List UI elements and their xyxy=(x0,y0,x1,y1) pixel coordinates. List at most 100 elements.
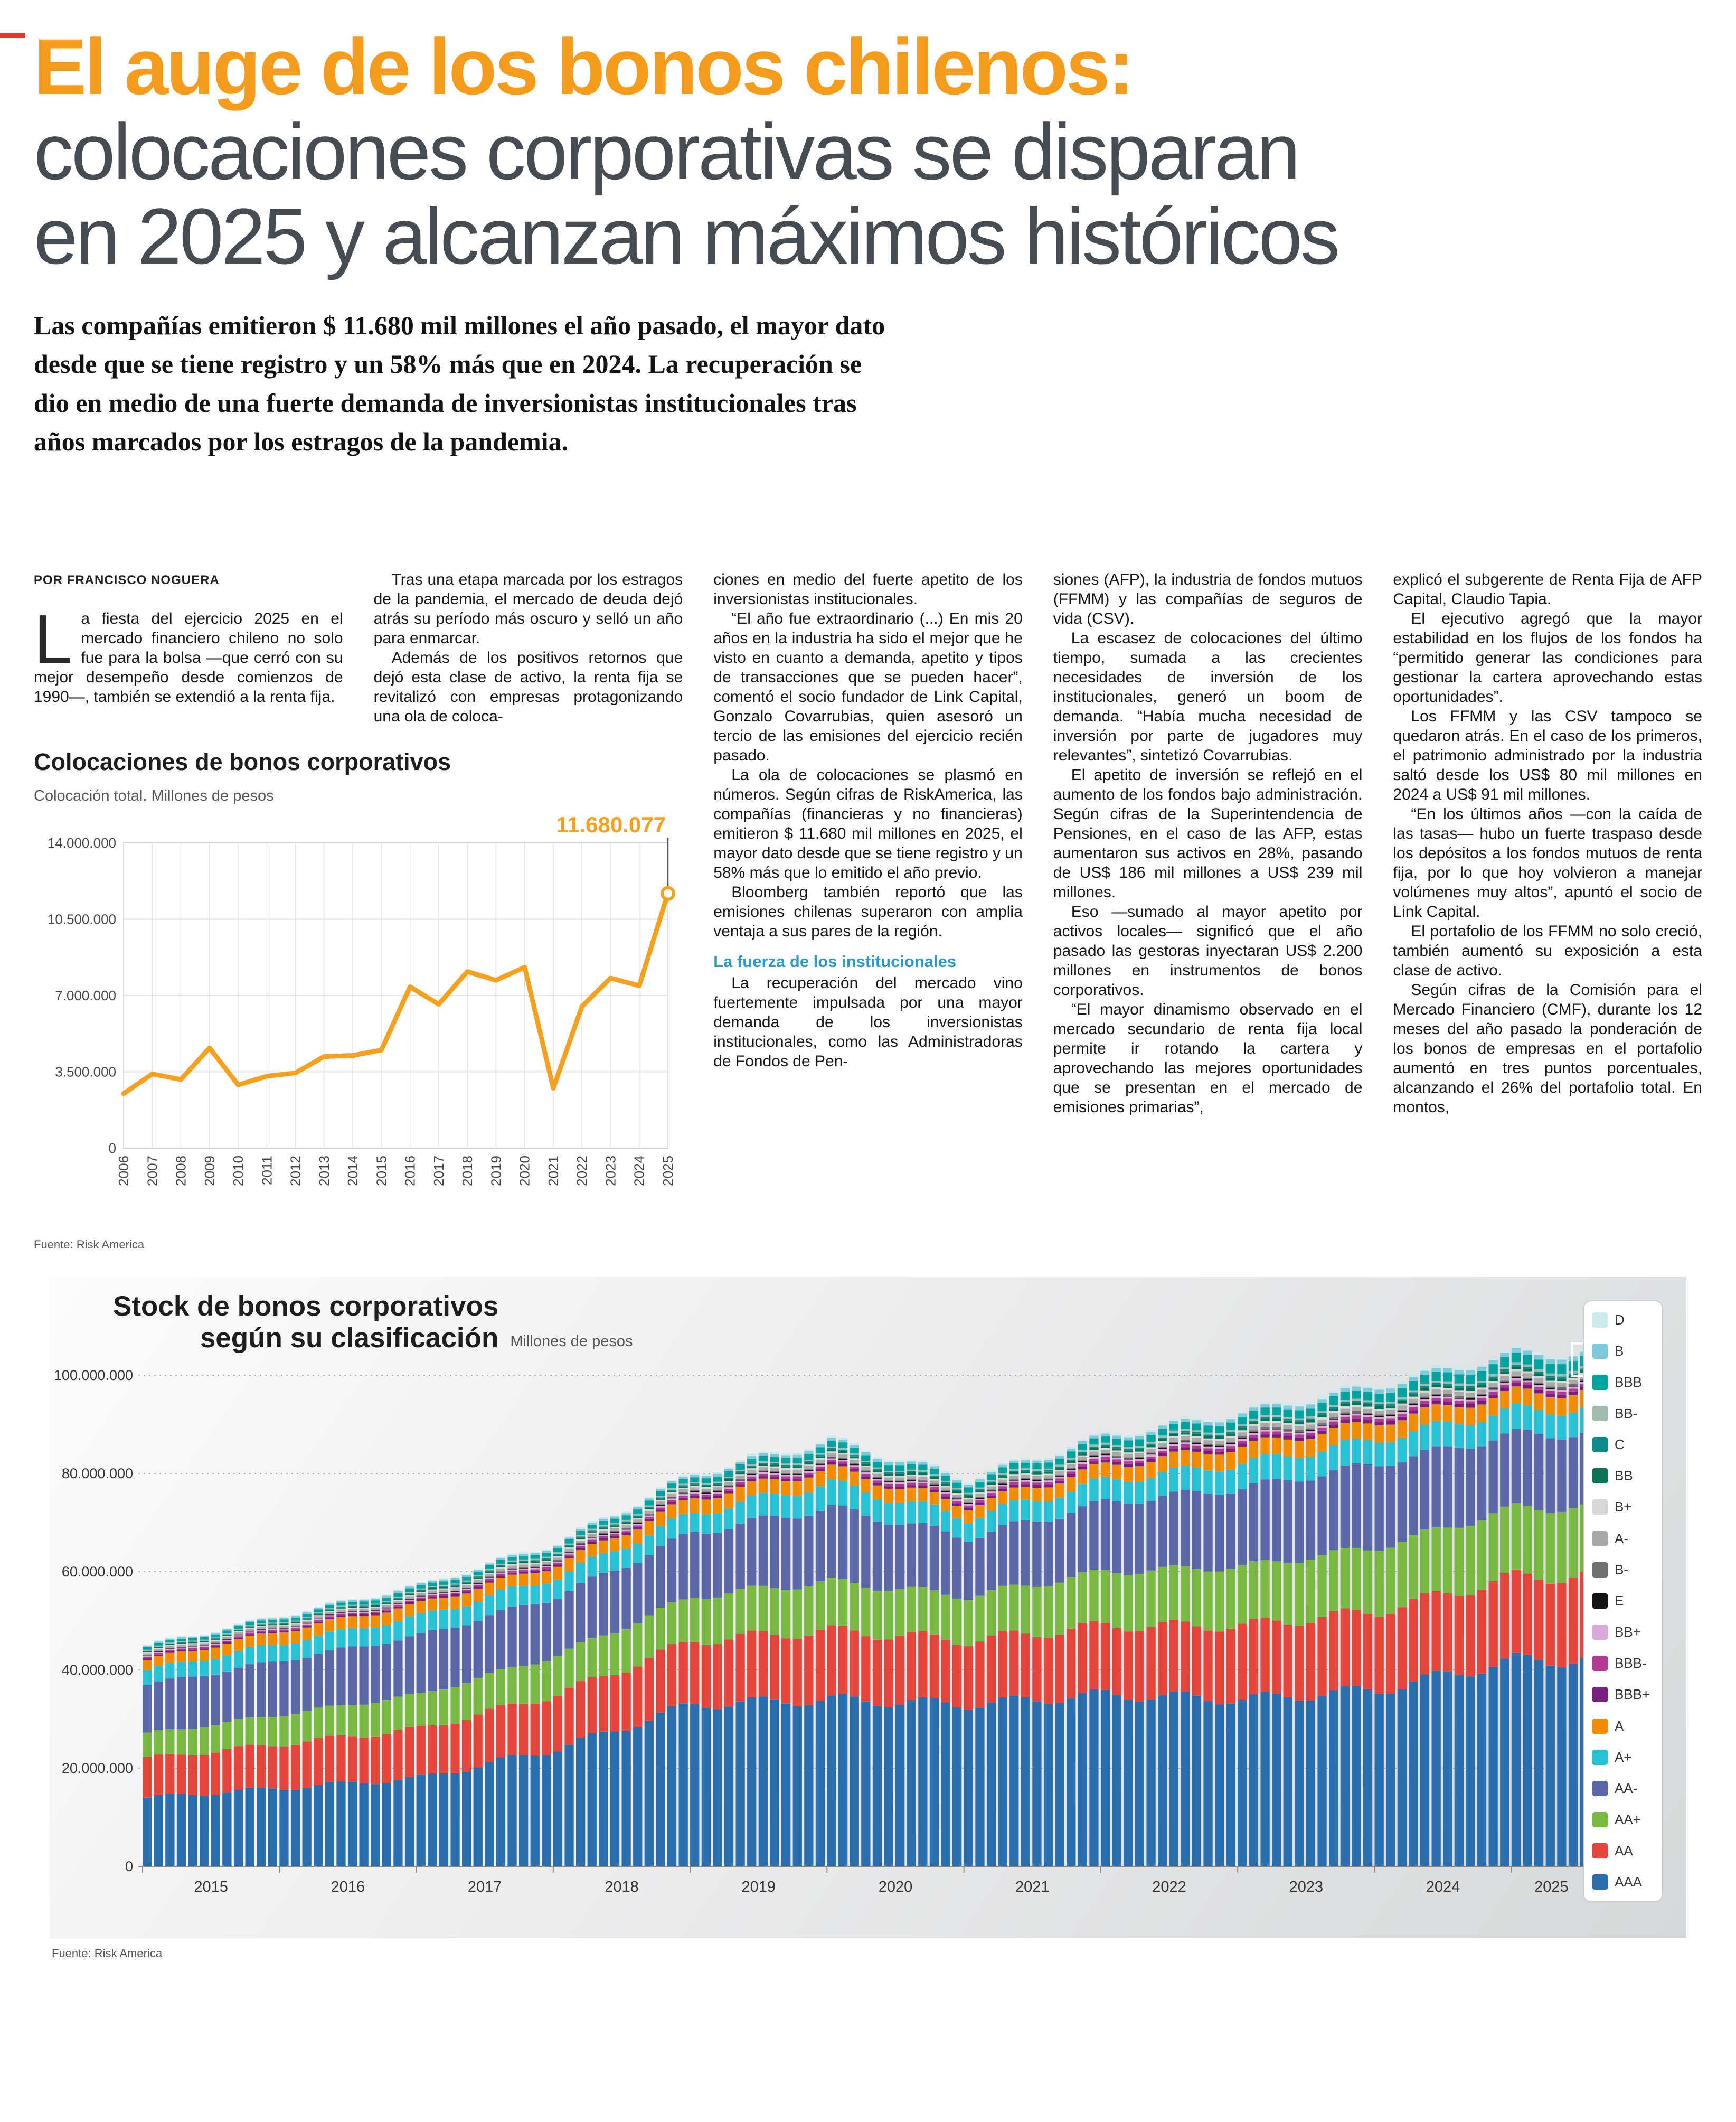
x-tick-label: 2009 xyxy=(202,1156,218,1186)
legend-item-bb: BB xyxy=(1584,1468,1662,1484)
legend-swatch-icon xyxy=(1592,1656,1608,1672)
legend-label: BBB- xyxy=(1615,1655,1647,1672)
y-tick-label: 0 xyxy=(125,1858,133,1874)
legend-item-bbb: BBB xyxy=(1584,1374,1662,1391)
y-tick-label: 7.000.000 xyxy=(55,988,116,1003)
stacked-bar-chart-svg: 0 20.000.000 40.000.000 60.000.000 80.000.00… xyxy=(54,1301,1652,1902)
legend-label: BB xyxy=(1615,1468,1633,1484)
legend-label: AA+ xyxy=(1615,1811,1641,1827)
x-tick-label: 2020 xyxy=(517,1156,533,1186)
legend-item-c: C xyxy=(1584,1436,1662,1453)
body-paragraph: ciones en medio del fuerte apetito de lo… xyxy=(713,570,1023,608)
line-chart-svg: 0 3.500.000 7.000.000 10.500.000 14.000.000 2… xyxy=(48,812,676,1186)
x-year-label: 2020 xyxy=(879,1879,913,1895)
legend-item-d: D xyxy=(1584,1312,1662,1328)
stacked-bar-chart-panel: 0 20.000.000 40.000.000 60.000.000 80.000.00… xyxy=(50,1276,1686,1938)
x-tick-label: 2006 xyxy=(116,1156,131,1186)
legend-item-aa: AA xyxy=(1584,1843,1662,1859)
legend-swatch-icon xyxy=(1592,1374,1608,1390)
headline-line3: en 2025 y alcanzan máximos históricos xyxy=(34,192,1340,280)
legend-label: AA xyxy=(1615,1843,1633,1859)
x-year-label: 2019 xyxy=(741,1879,776,1895)
column-5: explicó el subgerente de Renta Fija de A… xyxy=(1393,570,1702,1252)
stacked-chart-titles: Stock de bonos corporativos según su cla… xyxy=(113,1291,633,1355)
legend-item-a-: A- xyxy=(1584,1531,1662,1547)
column-2: Tras una etapa marcada por los estragos … xyxy=(374,570,683,726)
data-line xyxy=(121,890,671,1096)
legend-label: A xyxy=(1615,1717,1624,1734)
x-year-label: 2023 xyxy=(1289,1879,1324,1895)
legend-swatch-icon xyxy=(1592,1531,1608,1546)
stacked-chart-source: Fuente: Risk America xyxy=(52,1946,163,1960)
legend-item-bbb-: BBB- xyxy=(1584,1655,1662,1672)
body-paragraph: Según cifras de la Comisión para el Merc… xyxy=(1393,981,1702,1116)
x-year-label: 2016 xyxy=(331,1879,365,1895)
legend-label: D xyxy=(1615,1311,1625,1328)
y-tick-label: 0 xyxy=(109,1140,116,1156)
headline: El auge de los bonos chilenos: colocacio… xyxy=(34,24,1702,279)
y-tick-label: 3.500.000 xyxy=(55,1064,116,1079)
x-tick-label: 2022 xyxy=(574,1156,590,1186)
legend-item-aaa: AAA xyxy=(1584,1874,1662,1890)
legend-item-a: A xyxy=(1584,1718,1662,1734)
x-tick-label: 2017 xyxy=(431,1156,447,1186)
body-paragraph: La escasez de colocaciones del último ti… xyxy=(1053,629,1363,764)
legend-item-aa+: AA+ xyxy=(1584,1811,1662,1828)
y-tick-label: 10.500.000 xyxy=(48,911,116,927)
body-paragraph: “El mayor dinamismo observado en el merc… xyxy=(1053,1000,1363,1116)
crop-mark xyxy=(0,33,25,38)
section-subhead: La fuerza de los institucionales xyxy=(713,952,957,971)
legend-item-a+: A+ xyxy=(1584,1749,1662,1766)
legend-label: A- xyxy=(1615,1530,1628,1546)
legend-swatch-icon xyxy=(1592,1468,1608,1484)
x-tick-label: 2015 xyxy=(373,1156,389,1186)
line-chart-title: Colocaciones de bonos corporativos xyxy=(34,748,451,775)
body-paragraph: “En los últimos años —con la caída de la… xyxy=(1393,805,1702,921)
body-paragraph: Los FFMM y las CSV tampoco se quedaron a… xyxy=(1393,707,1702,803)
body-paragraph: La recuperación del mercado vino fuertem… xyxy=(713,974,1023,1070)
y-tick-label: 40.000.000 xyxy=(62,1662,133,1678)
body-paragraph: El ejecutivo agregó que la mayor estabil… xyxy=(1393,609,1702,706)
x-tick-label: 2010 xyxy=(230,1156,246,1186)
x-tick-label: 2018 xyxy=(459,1156,475,1186)
byline: POR FRANCISCO NOGUERA xyxy=(34,572,220,587)
legend-swatch-icon xyxy=(1592,1312,1608,1328)
legend-item-e: E xyxy=(1584,1593,1662,1609)
x-tick-label: 2014 xyxy=(345,1156,361,1186)
body-paragraph: “El año fue extraordinario (...) En mis … xyxy=(713,609,1023,764)
x-year-label: 2015 xyxy=(194,1879,228,1895)
legend-swatch-icon xyxy=(1592,1437,1608,1453)
body-paragraph: explicó el subgerente de Renta Fija de A… xyxy=(1393,570,1702,608)
legend-item-aa-: AA- xyxy=(1584,1780,1662,1797)
newspaper-page: El auge de los bonos chilenos: colocacio… xyxy=(0,24,1736,2122)
legend-swatch-icon xyxy=(1592,1843,1608,1859)
body-paragraph: Tras una etapa marcada por los estragos … xyxy=(373,570,683,647)
legend-swatch-icon xyxy=(1592,1780,1608,1796)
legend-swatch-icon xyxy=(1592,1749,1608,1765)
legend-item-bb+: BB+ xyxy=(1584,1624,1662,1640)
stacked-chart-title-line2: según su clasificación xyxy=(200,1322,499,1354)
x-tick-label: 2023 xyxy=(602,1156,618,1186)
drop-cap: L xyxy=(34,600,73,678)
legend-item-b: B xyxy=(1584,1343,1662,1359)
legend-item-bbb+: BBB+ xyxy=(1584,1686,1662,1703)
legend-swatch-icon xyxy=(1592,1874,1608,1890)
y-tick-label: 100.000.000 xyxy=(54,1367,133,1383)
y-tick-label: 14.000.000 xyxy=(48,835,116,851)
legend-label: A+ xyxy=(1615,1749,1632,1765)
x-year-label: 2017 xyxy=(468,1879,502,1895)
end-marker xyxy=(661,886,675,901)
line-chart-panel: Colocaciones de bonos corporativos Coloc… xyxy=(34,748,683,1252)
body-paragraph: El portafolio de los FFMM no solo creció… xyxy=(1393,922,1702,979)
x-tick-label: 2011 xyxy=(259,1156,275,1185)
legend-item-b+: B+ xyxy=(1584,1499,1662,1515)
body-paragraph: El apetito de inversión se reflejó en el… xyxy=(1053,766,1363,901)
legend-label: AAA xyxy=(1615,1874,1643,1890)
legend-swatch-icon xyxy=(1592,1718,1608,1734)
body-paragraph: Eso —sumado al mayor apetito por activos… xyxy=(1053,903,1363,999)
stacked-chart-title-line1: Stock de bonos corporativos xyxy=(113,1290,499,1322)
x-tick-label: 2021 xyxy=(545,1156,561,1186)
